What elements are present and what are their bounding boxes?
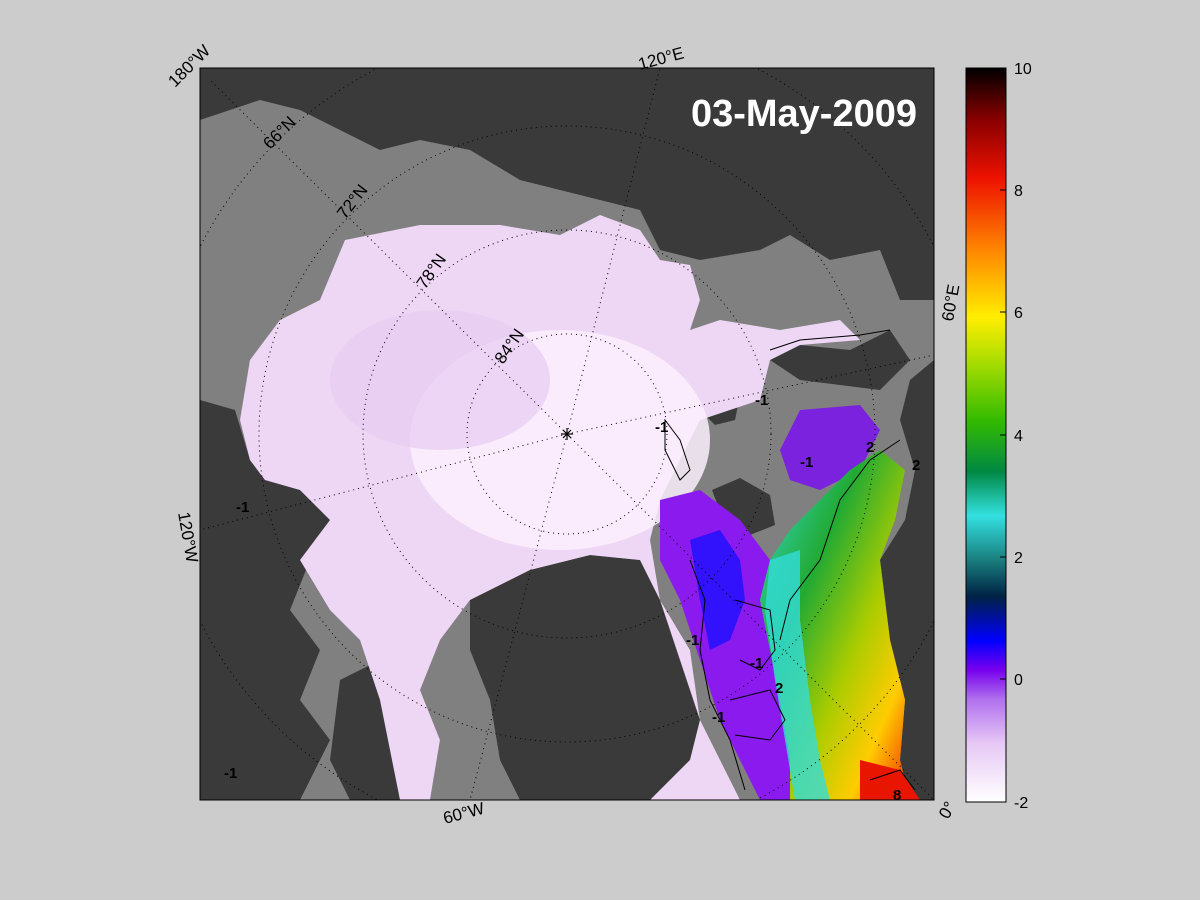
colorbar-tick-label: 2 xyxy=(1014,550,1023,567)
lon-label-120w: 120°W xyxy=(174,510,202,564)
colorbar-tick-label: 6 xyxy=(1014,305,1023,322)
contour-label: -1 xyxy=(755,392,768,409)
deep-blue-core xyxy=(690,530,745,650)
contour-label: 2 xyxy=(912,457,920,474)
colorbar-ticks xyxy=(1000,67,1006,803)
land-scandinavia xyxy=(880,300,934,800)
contour-label: -1 xyxy=(800,454,813,471)
contour-label: -1 xyxy=(236,499,249,516)
land-greenland xyxy=(470,555,700,800)
lon-label-60e: 60°E xyxy=(938,283,963,323)
map-frame xyxy=(199,67,935,801)
graticule xyxy=(200,68,934,800)
contour-label: -1 xyxy=(224,765,237,782)
contour-label: -1 xyxy=(712,709,725,726)
lon-label-0: 0° xyxy=(935,798,960,822)
contour-label: 2 xyxy=(866,439,874,456)
date-label: 03-May-2009 xyxy=(691,93,917,135)
colorbar: 10 8 6 4 2 0 -2 xyxy=(965,61,1032,812)
colorbar-tick-label: 8 xyxy=(1014,183,1023,200)
land-eurasia xyxy=(200,68,934,300)
contour-label: -1 xyxy=(655,419,668,436)
lon-label-60w: 60°W xyxy=(441,799,486,828)
contours xyxy=(664,329,916,791)
colorbar-tick-label: 0 xyxy=(1014,672,1023,689)
contour-label: -1 xyxy=(750,655,763,672)
colorbar-gradient xyxy=(965,67,1007,803)
contour-label: 8 xyxy=(893,787,901,804)
hot-corner xyxy=(860,760,920,800)
colorbar-tick-label: -2 xyxy=(1014,795,1028,812)
contour-label: 2 xyxy=(775,680,783,697)
ice-shading xyxy=(330,310,550,450)
land-kola xyxy=(770,330,910,390)
map-panel: -1 -1 -1 -1 -1 -1 -1 -1 2 2 2 8 66°N 72°… xyxy=(200,68,934,804)
colorbar-tick-label: 10 xyxy=(1014,61,1032,78)
north-pole-marker xyxy=(561,428,573,440)
contour-label: -1 xyxy=(686,632,699,649)
land-canada xyxy=(200,400,330,800)
colorbar-tick-label: 4 xyxy=(1014,428,1023,445)
cyan-fringe xyxy=(765,550,830,800)
